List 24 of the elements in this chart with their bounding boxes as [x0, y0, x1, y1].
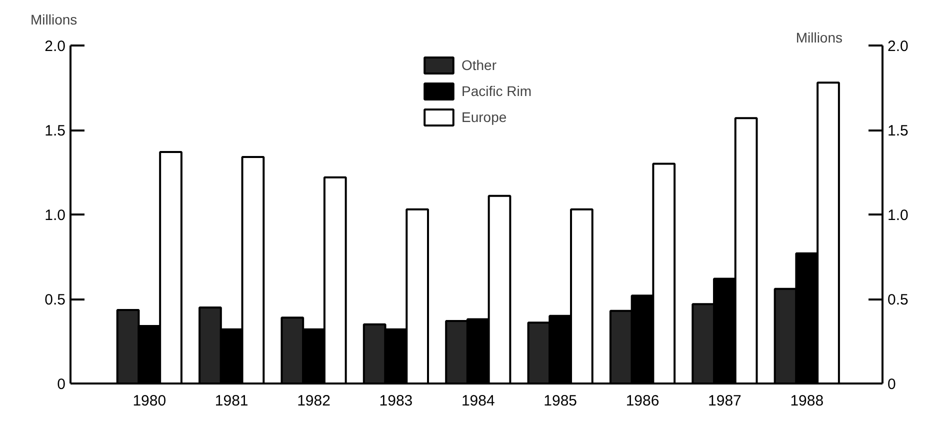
y2-tick-label: 1.0: [888, 207, 908, 224]
y2-axis-title: Millions: [796, 30, 843, 46]
y2-tick-label: 2.0: [888, 38, 908, 55]
legend-label: Pacific Rim: [461, 83, 532, 99]
y-axis-title: Millions: [30, 12, 78, 28]
y-tick-label: 0.5: [44, 292, 66, 308]
y2-tick-label: 0.5: [888, 292, 908, 308]
x-tick-label: 1984: [461, 392, 495, 410]
x-tick-label: 1980: [132, 392, 166, 410]
x-tick-label: 1988: [790, 392, 824, 410]
x-tick-label: 1982: [297, 392, 330, 410]
y2-tick-label: 1.5: [888, 122, 908, 140]
y2-tick-label: 0: [888, 376, 896, 393]
x-tick-label: 1986: [626, 392, 660, 410]
y-tick-label: 2.0: [44, 38, 66, 55]
x-tick-label: 1981: [214, 392, 248, 410]
x-tick-label: 1985: [544, 392, 578, 410]
x-tick-label: 1987: [708, 392, 742, 410]
y-tick-label: 1.0: [44, 207, 66, 224]
x-tick-label: 1983: [379, 392, 413, 410]
legend-label: Other: [461, 57, 497, 73]
legend-label: Europe: [461, 109, 507, 125]
y-tick-label: 1.5: [44, 122, 66, 140]
y-tick-label: 0: [57, 376, 66, 393]
